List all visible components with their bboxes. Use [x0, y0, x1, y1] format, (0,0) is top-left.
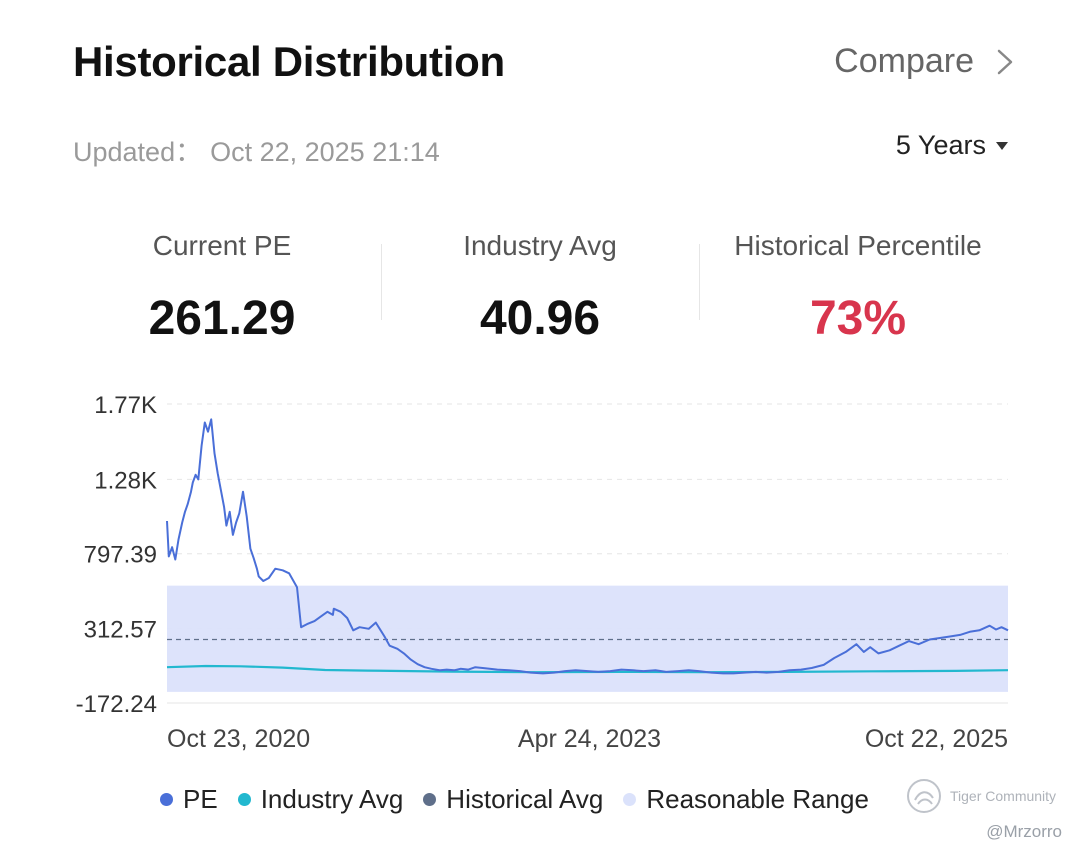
- legend-item-historical-avg[interactable]: Historical Avg: [423, 784, 603, 815]
- legend-label: Industry Avg: [260, 784, 404, 814]
- x-tick-label: Apr 24, 2023: [518, 725, 661, 753]
- x-tick-label: Oct 23, 2020: [167, 725, 310, 753]
- y-tick-label: 312.57: [84, 616, 157, 643]
- legend-label: Historical Avg: [446, 784, 604, 814]
- legend-item-pe[interactable]: PE: [160, 784, 218, 815]
- pe-series-line: [166, 418, 1009, 675]
- y-tick-label: 1.77K: [94, 392, 157, 419]
- stat-label: Historical Percentile: [734, 230, 982, 261]
- time-range-dropdown[interactable]: 5 Years: [896, 130, 1008, 161]
- x-tick-label: Oct 22, 2025: [865, 725, 1008, 753]
- legend-item-industry-avg[interactable]: Industry Avg: [237, 784, 404, 815]
- x-axis-ticks: Oct 23, 2020 Apr 24, 2023 Oct 22, 2025: [167, 725, 1008, 753]
- time-range-label: 5 Years: [895, 130, 986, 160]
- stat-current-pe: Current PE 261.29: [63, 228, 381, 344]
- chevron-right-icon: [997, 49, 1013, 74]
- author-handle: @Mrzorro: [986, 822, 1062, 841]
- updated-label: Updated：: [73, 137, 203, 167]
- y-tick-label: 797.39: [84, 542, 157, 569]
- stat-industry-avg: Industry Avg 40.96: [381, 228, 699, 344]
- updated-time: Oct 22, 2025 21:14: [210, 137, 440, 167]
- watermark-text: Tiger Community: [950, 788, 1057, 804]
- page-title: Historical Distribution: [73, 38, 505, 85]
- y-tick-label: -172.24: [76, 691, 157, 718]
- stat-divider: [699, 244, 700, 320]
- legend-item-reasonable-range[interactable]: Reasonable Range: [623, 784, 869, 815]
- legend-dot: [237, 793, 251, 806]
- compare-label: Compare: [834, 42, 974, 80]
- chart-series: [166, 418, 1009, 675]
- stat-value: 73%: [809, 292, 907, 345]
- y-tick-label: 1.28K: [94, 467, 157, 494]
- legend-dot: [160, 793, 173, 806]
- legend-dot: [423, 793, 437, 806]
- stat-label: Industry Avg: [463, 230, 617, 261]
- stat-historical-percentile: Historical Percentile 73%: [699, 228, 1017, 344]
- legend-label: Reasonable Range: [646, 784, 869, 814]
- stat-label: Current PE: [152, 230, 292, 261]
- pe-history-chart[interactable]: 1.77K 1.28K 797.39 312.57 -172.24 Oct 23, 20…: [0, 380, 1080, 760]
- stat-value: 40.96: [479, 292, 601, 345]
- pe-stats: Current PE 261.29 Industry Avg 40.96 His…: [63, 228, 1018, 344]
- y-axis-ticks: 1.77K 1.28K 797.39 312.57 -172.24: [76, 392, 157, 718]
- industry-avg-series-line: [166, 664, 1009, 674]
- caret-down-icon: [996, 141, 1008, 150]
- stat-divider: [381, 244, 382, 320]
- legend-dot: [623, 793, 637, 806]
- stat-value: 261.29: [148, 292, 296, 345]
- tiger-logo-icon: [907, 779, 941, 813]
- chart-legend: PE Industry Avg Historical Avg Reasonabl…: [160, 784, 869, 815]
- watermark: Tiger Community: [906, 778, 1056, 814]
- updated-timestamp: Updated： Oct 22, 2025 21:14: [73, 130, 440, 169]
- compare-button[interactable]: Compare: [834, 42, 1014, 81]
- legend-label: PE: [183, 784, 218, 814]
- reasonable-range-band: [167, 585, 1008, 692]
